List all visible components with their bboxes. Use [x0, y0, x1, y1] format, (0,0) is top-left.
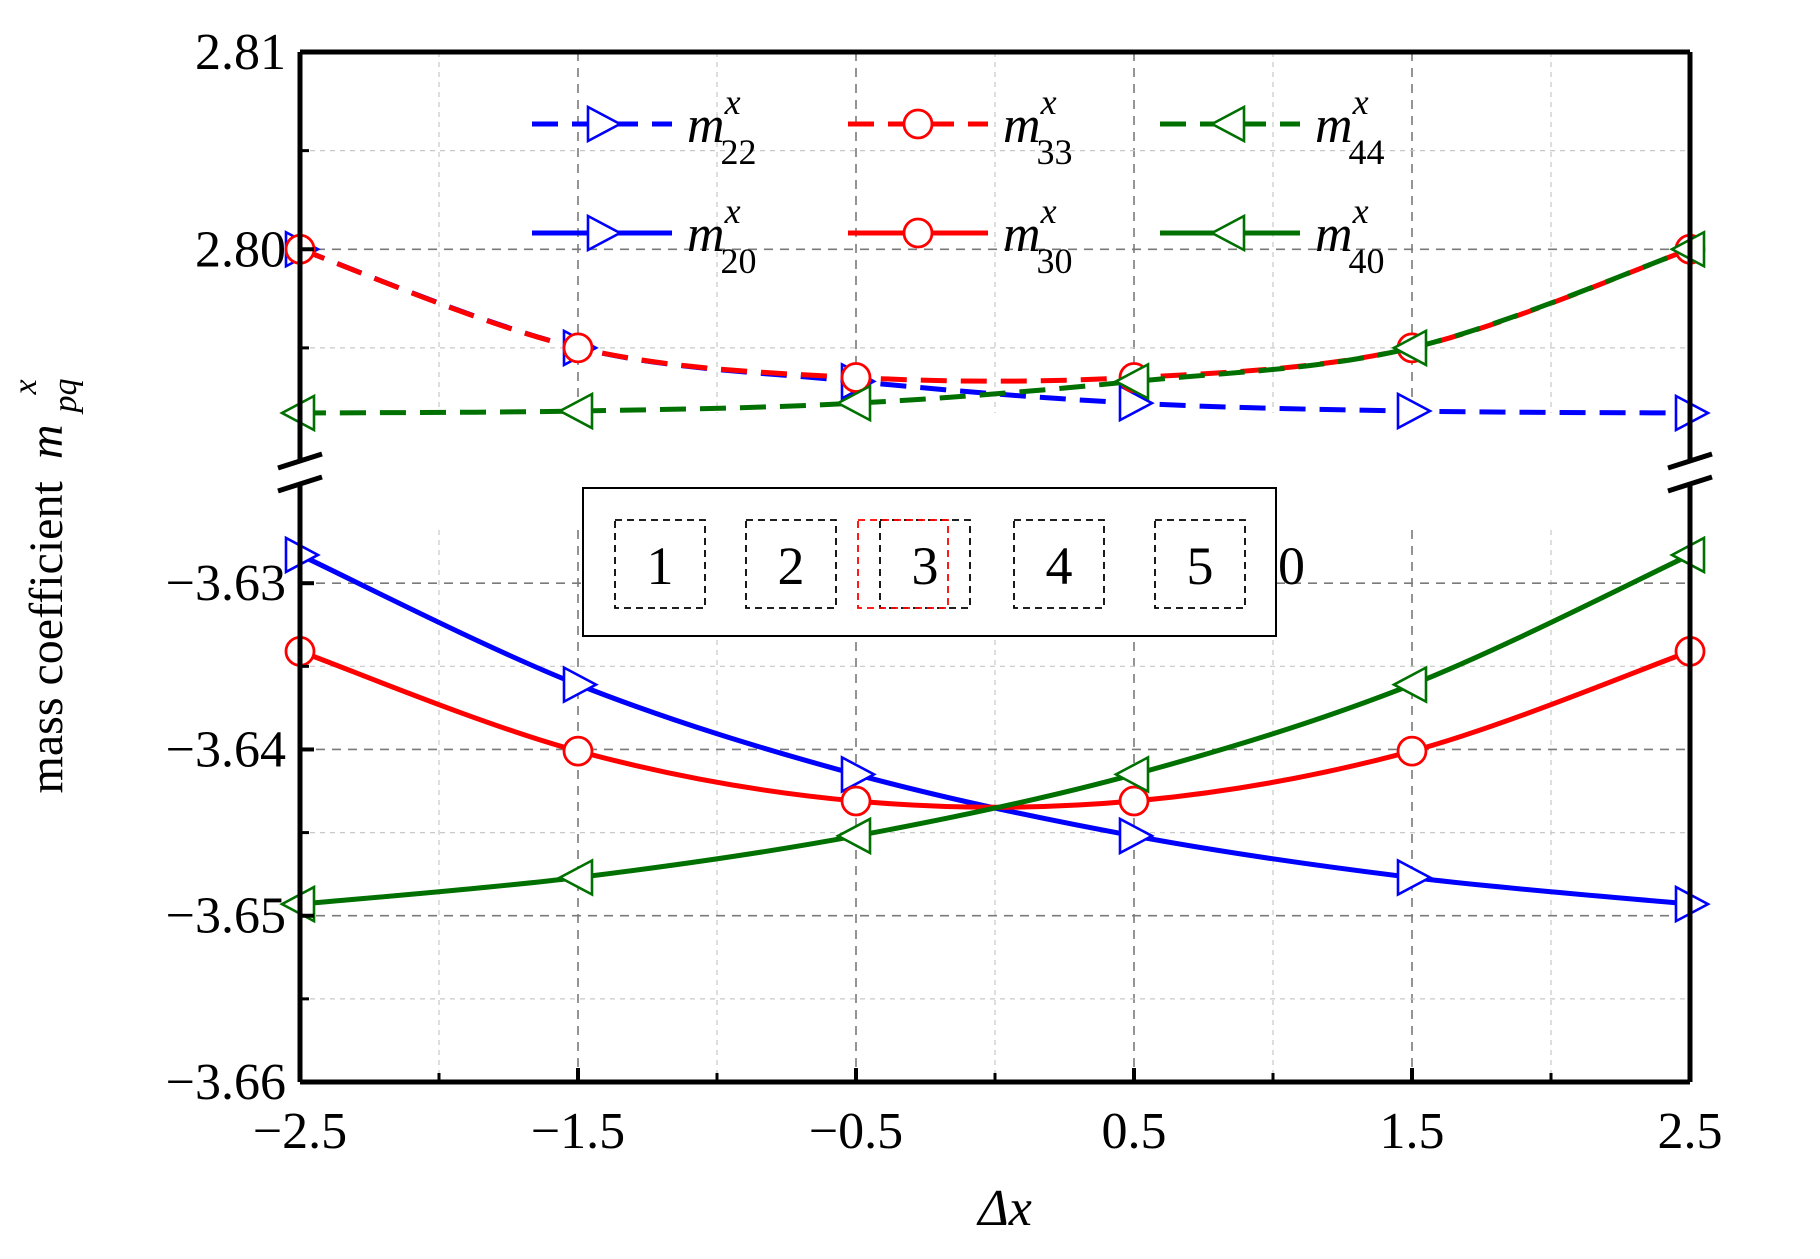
- x-axis-label: Δx: [976, 1180, 1032, 1237]
- data-point-m44-3: [1113, 362, 1150, 401]
- axis-break-mark-1: [1667, 474, 1713, 494]
- y-tick-label-lower: −3.65: [166, 888, 286, 945]
- inset-label-3: 3: [912, 536, 939, 596]
- legend-label-m40: mx 40: [1315, 191, 1385, 281]
- legend-item-m40: mx 40: [1160, 191, 1385, 281]
- data-point-m44-1: [557, 391, 594, 431]
- data-point-m40-3: [1113, 755, 1150, 794]
- y-tick-label-upper: 2.81: [195, 24, 286, 81]
- inset-label-0: 0: [1278, 536, 1305, 596]
- legend-marker-m44: [1209, 104, 1246, 144]
- x-tick-label: −0.5: [809, 1103, 903, 1160]
- inset-box-3: [879, 519, 971, 609]
- data-point-m40-1: [557, 858, 594, 897]
- series-line-m44: [299, 246, 1691, 416]
- axis-break-mark-0: [277, 474, 323, 494]
- x-tick-label: 1.5: [1380, 1103, 1445, 1160]
- inset-label-5: 5: [1187, 536, 1214, 596]
- legend-item-m30: mx 30: [848, 191, 1073, 281]
- inset-label-2: 2: [778, 536, 805, 596]
- data-point-m33-1: [562, 332, 594, 364]
- x-tick-label: 2.5: [1658, 1103, 1723, 1160]
- legend-marker-m20: [586, 213, 623, 253]
- legend-label-m30: mx 30: [1003, 191, 1073, 281]
- data-point-m33-2: [840, 362, 872, 393]
- legend-label-m20: mx 20: [687, 191, 757, 281]
- data-point-m44-4: [1391, 328, 1428, 368]
- inset-frame: [582, 487, 1277, 637]
- x-tick-label: −1.5: [531, 1103, 625, 1160]
- legend-marker-m40: [1209, 213, 1246, 253]
- data-point-m20-2: [840, 755, 877, 794]
- data-point-m30-1: [562, 735, 594, 767]
- legend-item-m20: mx 20: [532, 191, 757, 281]
- y-tick-label-lower: −3.64: [166, 721, 286, 778]
- data-point-m20-1: [562, 665, 599, 704]
- series-layer: [279, 230, 1711, 924]
- legend-item-m33: mx 33: [848, 82, 1073, 172]
- legend-label-m22: mx 22: [687, 82, 757, 172]
- inset-box-2: [745, 519, 837, 609]
- data-point-m44-2: [835, 383, 872, 423]
- axis-break-mark-0: [277, 451, 323, 471]
- x-tick-label: 0.5: [1102, 1103, 1167, 1160]
- series-m44: [279, 230, 1706, 433]
- axes: −2.5 −1.5 −0.5 0.5 1.5 2.5 2.80 2.81 −3.63 −3.64 −…: [166, 24, 1723, 1160]
- data-point-m22-4: [1396, 391, 1433, 431]
- y-axis-label-symbol: m: [20, 425, 73, 460]
- legend-item-m22: mx 22: [532, 82, 757, 172]
- data-point-m20-3: [1118, 816, 1155, 856]
- legend-marker-m33: [902, 108, 934, 140]
- axis-break-mark-1: [1667, 451, 1713, 471]
- y-axis-label: mass coefficient m pq x: [7, 367, 87, 794]
- inset-box-4: [1013, 519, 1105, 609]
- inset-box-5: [1154, 519, 1246, 609]
- y-axis-label-symbol-sub: pq: [47, 379, 84, 415]
- legend-marker-m30: [902, 217, 934, 249]
- y-tick-label-lower: −3.66: [166, 1054, 286, 1111]
- data-point-m30-4: [1396, 735, 1428, 767]
- legend-label-m44: mx 44: [1315, 82, 1385, 172]
- legend-label-m33: mx 33: [1003, 82, 1073, 172]
- series-m22: [284, 230, 1711, 433]
- data-point-m30-2: [840, 785, 872, 817]
- data-point-m30-3: [1118, 785, 1150, 817]
- x-tick-label: −2.5: [253, 1103, 347, 1160]
- y-axis-label-text: mass coefficient: [20, 481, 73, 794]
- series-line-m20: [298, 552, 1691, 907]
- inset-label-4: 4: [1046, 536, 1073, 596]
- y-tick-label-lower: −3.63: [166, 555, 286, 612]
- data-point-m40-2: [835, 816, 872, 856]
- y-tick-label-upper: 2.80: [195, 221, 286, 278]
- legend-item-m44: mx 44: [1160, 82, 1385, 172]
- legend-marker-m22: [586, 104, 623, 144]
- series-m40: [279, 535, 1706, 924]
- series-line-m40: [299, 552, 1692, 907]
- data-point-m40-4: [1391, 665, 1428, 704]
- inset-box-1: [614, 519, 706, 609]
- inset-box: 1 2 3 4 5 0: [582, 487, 1305, 637]
- data-point-m20-4: [1396, 858, 1433, 897]
- inset-highlight-box: [857, 519, 949, 609]
- legend: mx 22 mx 33 mx 44 mx 20 mx 30 mx 40: [532, 82, 1385, 281]
- inset-label-1: 1: [647, 536, 674, 596]
- series-m20: [284, 535, 1711, 924]
- y-axis-label-symbol-sup: x: [7, 379, 44, 395]
- data-point-m22-3: [1118, 383, 1155, 423]
